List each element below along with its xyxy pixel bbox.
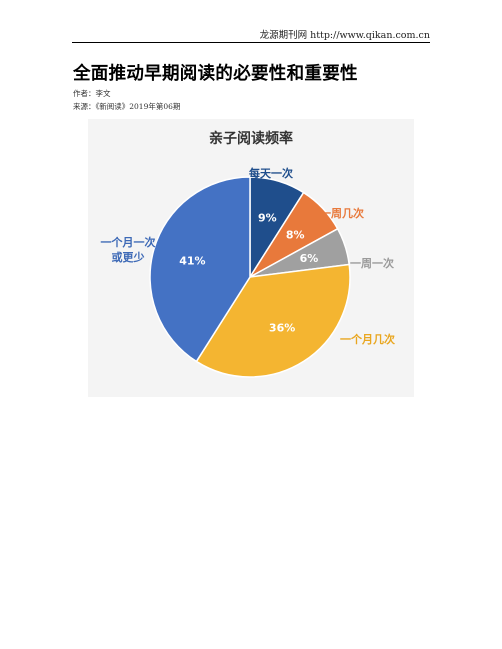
slice-category-label: 一周一次 <box>350 256 394 270</box>
slice-value-label: 6% <box>300 252 319 265</box>
article-author: 作者：李文 <box>73 89 111 98</box>
slice-category-label: 每天一次 <box>249 166 293 180</box>
article-source: 来源：《新阅读》2019年第06期 <box>73 102 181 111</box>
pie-chart-figure: 亲子阅读频率 9% 8% 6% 36% 41% 每天一次一周几次一周一次一个月几次 一个月… <box>88 119 414 397</box>
journal-source-header: 龙源期刊网 http://www.qikan.com.cn <box>259 30 430 41</box>
slice-value-label: 36% <box>269 322 295 335</box>
slice-category-label: 一周几次 <box>320 206 364 220</box>
slice-value-label: 41% <box>179 254 205 267</box>
header-rule <box>72 42 430 43</box>
slice-category-label: 一个月几次 <box>340 332 395 346</box>
article-title: 全面推动早期阅读的必要性和重要性 <box>73 64 358 84</box>
slice-category-label: 一个月一次或更少 <box>101 235 156 264</box>
pie-slice <box>149 176 251 363</box>
slice-value-label: 8% <box>286 229 305 242</box>
chart-title: 亲子阅读频率 <box>209 130 293 147</box>
pie-slice <box>195 263 351 378</box>
slice-value-label: 9% <box>258 212 277 225</box>
